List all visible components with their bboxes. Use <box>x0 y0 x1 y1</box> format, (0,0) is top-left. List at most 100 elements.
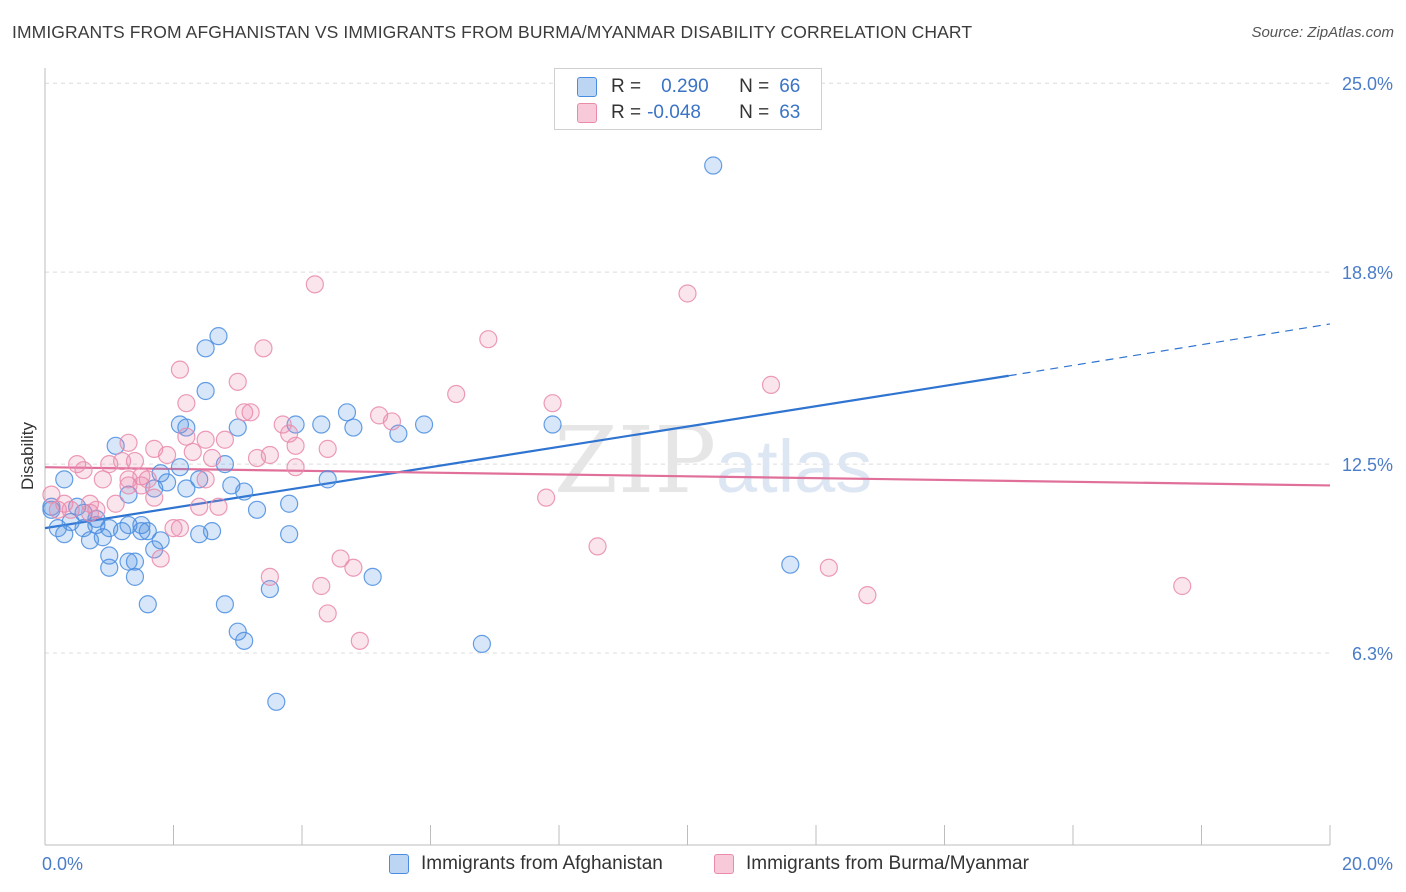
point-burma <box>858 586 877 605</box>
legend-label-burma: Immigrants from Burma/Myanmar <box>746 853 1029 874</box>
point-burma <box>318 439 337 458</box>
point-afghanistan <box>55 470 74 489</box>
legend-r-label: R = <box>611 76 642 97</box>
point-afghanistan <box>235 631 254 650</box>
point-afghanistan <box>145 540 164 559</box>
point-burma <box>196 430 215 449</box>
source-label: Source: ZipAtlas.com <box>1251 24 1394 41</box>
point-afghanistan <box>228 622 247 641</box>
point-burma <box>119 476 138 495</box>
point-afghanistan <box>209 327 228 346</box>
bottom-legend-burma: Immigrants from Burma/Myanmar <box>714 852 1029 876</box>
legend-swatch-pink <box>714 854 734 874</box>
point-burma <box>119 433 138 452</box>
y-axis-label: Disability <box>18 421 37 490</box>
point-afghanistan <box>344 418 363 437</box>
point-afghanistan <box>228 418 247 437</box>
data-points <box>42 156 1192 711</box>
trend-line-burma <box>44 466 1331 487</box>
point-burma <box>164 519 183 538</box>
point-burma <box>305 275 324 294</box>
trend-lines <box>44 323 1331 530</box>
point-burma <box>350 631 369 650</box>
legend-swatch-blue <box>577 77 597 97</box>
point-burma <box>260 567 279 586</box>
point-burma <box>170 519 190 538</box>
point-afghanistan <box>363 567 382 586</box>
legend-swatch-blue <box>389 854 409 874</box>
point-afghanistan <box>119 552 138 571</box>
point-afghanistan <box>170 458 190 477</box>
point-burma <box>125 451 145 471</box>
point-burma <box>138 470 157 489</box>
point-burma <box>344 558 363 577</box>
point-afghanistan <box>247 500 267 519</box>
point-burma <box>61 500 80 519</box>
point-afghanistan <box>318 470 337 489</box>
point-burma <box>183 442 202 462</box>
x-tick-label-min: 0.0% <box>42 854 83 874</box>
legend-row-burma: R = -0.048 N = 63 <box>577 101 800 125</box>
grid-lines <box>45 82 1330 654</box>
point-burma <box>209 497 228 516</box>
point-afghanistan <box>138 595 157 614</box>
point-afghanistan <box>132 522 151 541</box>
point-afghanistan <box>267 692 286 711</box>
point-afghanistan <box>196 339 215 358</box>
x-tick-label-max: 20.0% <box>1342 854 1393 874</box>
point-burma <box>157 445 177 465</box>
legend-swatch-pink <box>577 103 597 123</box>
point-burma <box>543 394 562 413</box>
point-burma <box>177 427 196 446</box>
legend-n-value: 66 <box>779 76 801 97</box>
point-burma <box>588 537 607 556</box>
point-afghanistan <box>196 381 215 401</box>
point-afghanistan <box>312 415 331 434</box>
point-burma <box>761 375 781 394</box>
point-afghanistan <box>414 415 434 434</box>
point-afghanistan <box>472 634 491 653</box>
tick-labels: 6.3% 12.5% 18.8% 25.0% 0.0% 20.0% <box>42 74 1393 874</box>
point-burma <box>202 448 222 468</box>
point-burma <box>241 403 260 422</box>
legend-r-value: 0.290 <box>661 76 709 97</box>
point-burma <box>215 430 234 449</box>
point-afghanistan <box>93 528 112 547</box>
point-burma <box>106 494 125 513</box>
point-afghanistan <box>100 558 119 577</box>
y-tick-label: 12.5% <box>1342 455 1393 475</box>
point-burma <box>196 470 215 489</box>
point-burma <box>74 461 93 480</box>
point-burma <box>112 451 132 471</box>
point-burma <box>819 558 838 577</box>
y-tick-label: 18.8% <box>1342 263 1393 283</box>
point-afghanistan <box>138 522 157 541</box>
point-burma <box>479 330 498 349</box>
point-afghanistan <box>222 476 241 495</box>
point-afghanistan <box>157 473 177 492</box>
point-burma <box>318 604 337 623</box>
watermark-zip: ZIP <box>554 407 716 514</box>
legend-n-label: N = <box>739 76 770 97</box>
point-burma <box>93 470 112 489</box>
point-burma <box>286 436 305 455</box>
point-burma <box>235 403 254 422</box>
point-burma <box>151 549 170 568</box>
point-afghanistan <box>119 485 138 504</box>
axes <box>44 68 1331 846</box>
point-afghanistan <box>280 525 299 544</box>
legend-row-afghanistan: R = 0.290 N = 66 <box>577 75 800 99</box>
legend-r-value: -0.048 <box>647 102 701 123</box>
legend-n-value: 63 <box>779 102 801 123</box>
point-burma <box>228 372 247 391</box>
point-afghanistan <box>202 522 222 541</box>
y-tick-label: 25.0% <box>1342 74 1393 94</box>
point-afghanistan <box>781 555 800 574</box>
trend-line-afghanistan <box>44 374 1009 530</box>
point-burma <box>273 415 292 434</box>
bottom-legend-afghanistan: Immigrants from Afghanistan <box>389 852 663 876</box>
legend-label-afghanistan: Immigrants from Afghanistan <box>421 853 663 874</box>
point-burma <box>678 284 697 303</box>
point-burma <box>260 445 279 465</box>
correlation-legend: R = 0.290 N = 66 R = -0.048 N = 63 <box>554 68 822 130</box>
